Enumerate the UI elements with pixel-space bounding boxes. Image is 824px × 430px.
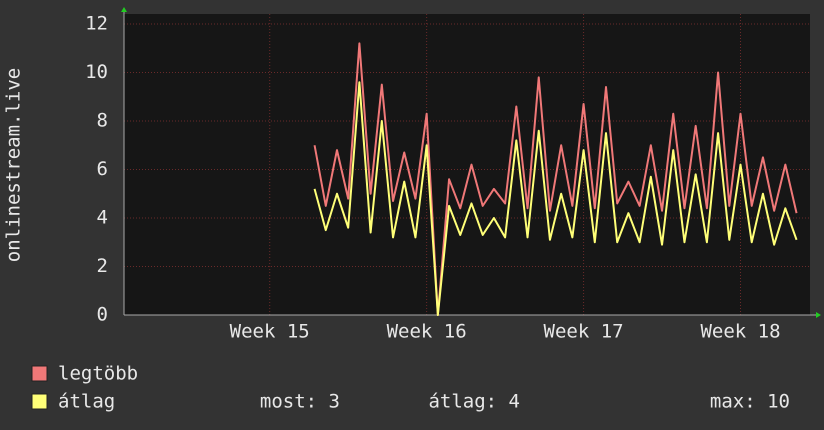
legend-label: legtöbb	[58, 363, 138, 385]
stat-label: most: 3	[260, 391, 340, 413]
stat-label: átlag: 4	[428, 391, 520, 413]
legend-swatch	[31, 365, 48, 382]
axis-arrow	[816, 312, 821, 318]
x-tick-label: Week 18	[700, 321, 780, 343]
legend-swatch	[31, 393, 48, 410]
legend-label: átlag	[58, 391, 115, 413]
x-tick-label: Week 17	[544, 321, 624, 343]
series-line	[313, 42, 798, 316]
plot-area	[124, 14, 810, 315]
y-tick-label: 8	[97, 110, 108, 132]
y-tick-label: 6	[97, 158, 108, 180]
y-tick-label: 2	[97, 255, 108, 277]
y-tick-label: 10	[85, 61, 108, 83]
axis-arrow	[121, 7, 127, 12]
x-tick-label: Week 15	[230, 321, 310, 343]
y-tick-label: 4	[97, 207, 108, 229]
stat-label: max: 10	[710, 391, 790, 413]
y-axis-label: onlinestream.live	[3, 68, 25, 262]
x-tick-label: Week 16	[387, 321, 467, 343]
series-line	[313, 81, 798, 316]
y-tick-label: 12	[85, 13, 108, 35]
y-tick-label: 0	[97, 304, 108, 326]
